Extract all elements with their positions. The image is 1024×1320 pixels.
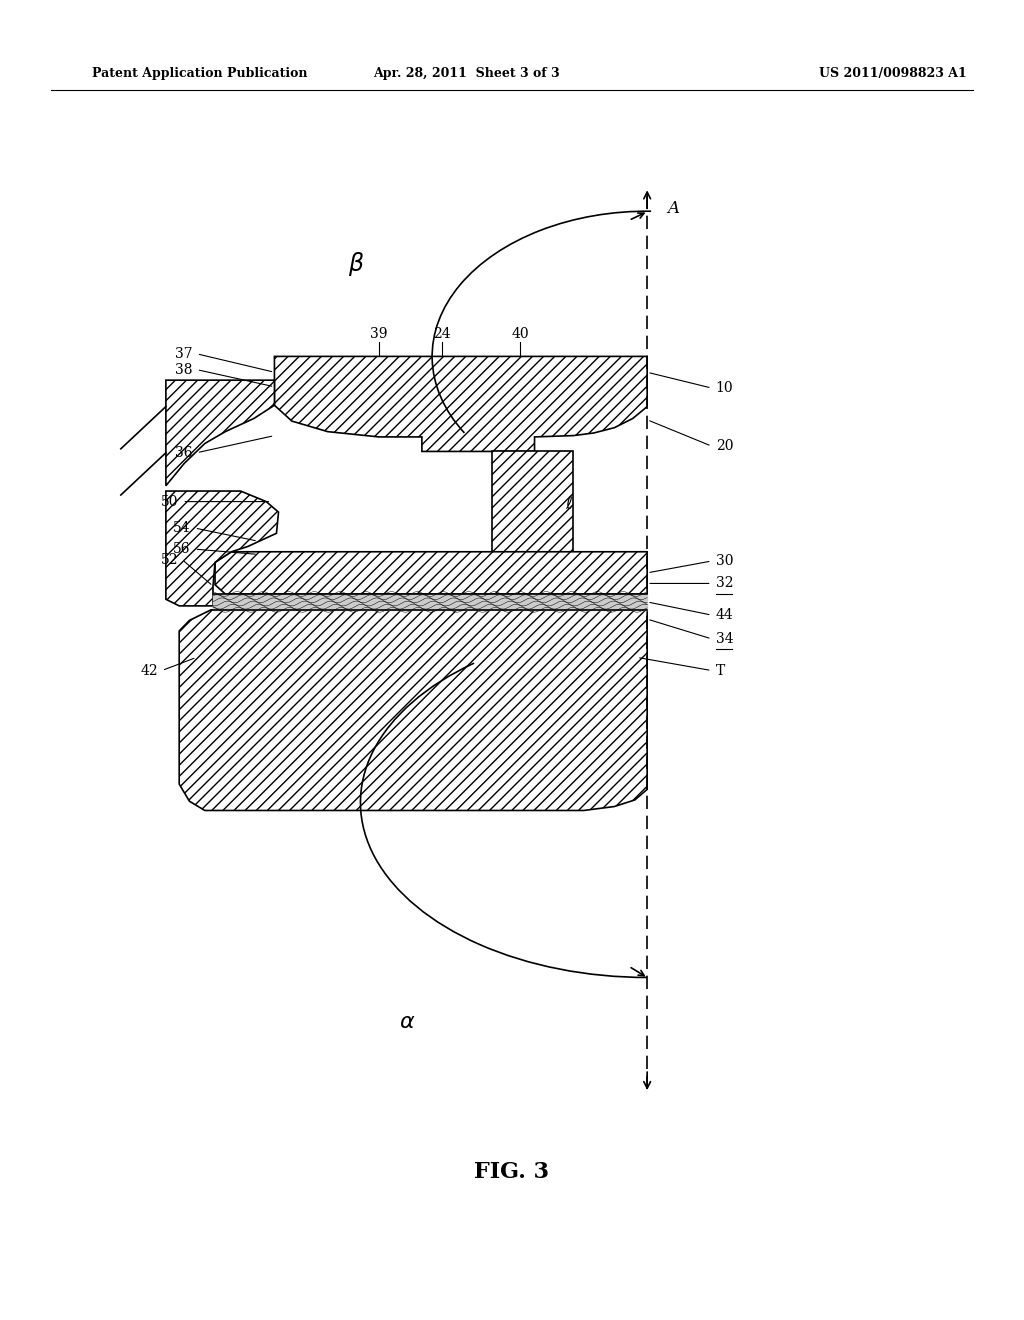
- Text: A: A: [668, 201, 680, 216]
- Text: 32: 32: [716, 577, 733, 590]
- Text: 37: 37: [175, 347, 193, 360]
- Polygon shape: [166, 380, 274, 486]
- Text: $\beta$: $\beta$: [348, 249, 365, 279]
- Text: $\ell$: $\ell$: [565, 496, 573, 512]
- Polygon shape: [166, 491, 279, 606]
- Text: 40: 40: [511, 326, 529, 341]
- Text: 20: 20: [716, 440, 733, 453]
- Text: 30: 30: [716, 554, 733, 568]
- Text: FIG. 3: FIG. 3: [474, 1162, 550, 1183]
- Polygon shape: [215, 552, 647, 594]
- Text: Patent Application Publication: Patent Application Publication: [92, 67, 307, 81]
- Polygon shape: [179, 610, 647, 810]
- Text: T: T: [716, 664, 725, 677]
- Text: 56: 56: [173, 543, 190, 556]
- Text: Apr. 28, 2011  Sheet 3 of 3: Apr. 28, 2011 Sheet 3 of 3: [373, 67, 559, 81]
- Text: 44: 44: [716, 609, 733, 622]
- Polygon shape: [274, 356, 647, 451]
- Text: 42: 42: [140, 664, 158, 677]
- Text: 50: 50: [161, 495, 178, 508]
- Text: $\alpha$: $\alpha$: [399, 1011, 416, 1032]
- Polygon shape: [492, 451, 573, 552]
- Text: 38: 38: [175, 363, 193, 376]
- Text: 10: 10: [716, 381, 733, 395]
- Text: 54: 54: [173, 521, 190, 535]
- Text: 34: 34: [716, 632, 733, 645]
- Text: 52: 52: [161, 553, 178, 566]
- Text: 39: 39: [370, 326, 388, 341]
- Text: US 2011/0098823 A1: US 2011/0098823 A1: [819, 67, 967, 81]
- Text: 36: 36: [175, 446, 193, 459]
- Text: 24: 24: [433, 326, 452, 341]
